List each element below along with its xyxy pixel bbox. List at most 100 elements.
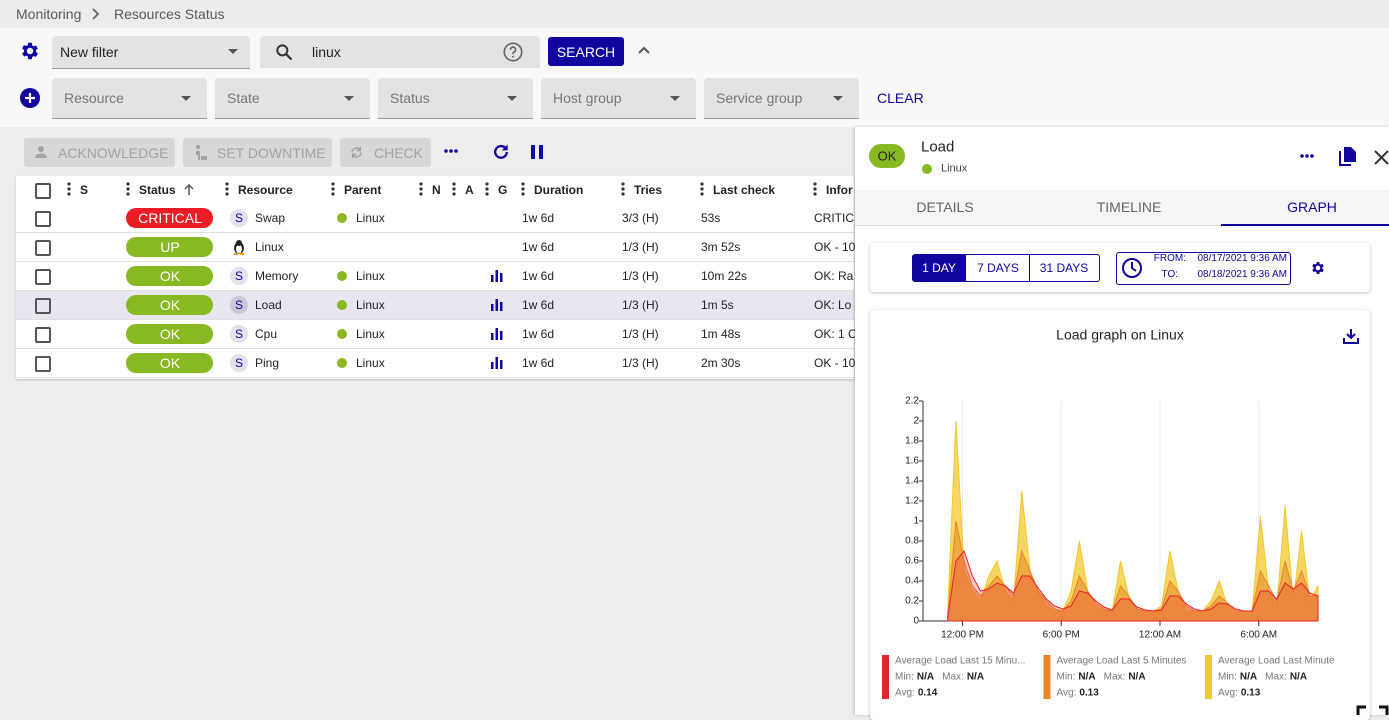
refresh-icon[interactable]: [491, 142, 511, 162]
parent-status-dot: [337, 358, 347, 368]
parent-name[interactable]: Linux: [356, 298, 385, 312]
resource-name[interactable]: Memory: [255, 269, 299, 283]
graph-icon[interactable]: [491, 270, 503, 282]
checkbox[interactable]: [35, 211, 51, 227]
date-range-box[interactable]: [1116, 252, 1291, 285]
column-header[interactable]: Status: [139, 183, 176, 197]
checkbox[interactable]: [35, 240, 51, 256]
column-header[interactable]: Resource: [238, 183, 293, 197]
status-chip: [126, 208, 213, 228]
copy-icon[interactable]: [1338, 146, 1357, 167]
column-menu-icon[interactable]: [452, 182, 456, 196]
column-menu-icon[interactable]: [331, 182, 335, 196]
check-button[interactable]: CHECK: [340, 138, 431, 167]
dropdown-arrow: [181, 96, 191, 101]
filter-select-label: Service group: [716, 90, 803, 106]
checkbox[interactable]: [35, 356, 51, 372]
parent-name[interactable]: Linux: [356, 211, 385, 225]
resource-name[interactable]: Swap: [255, 211, 286, 225]
acknowledge-button[interactable]: ACKNOWLEDGE: [24, 138, 175, 167]
type-badge: [230, 209, 248, 227]
parent-status-dot: [337, 329, 347, 339]
parent-name[interactable]: Linux: [356, 356, 385, 370]
breadcrumb-link[interactable]: Monitoring: [16, 6, 82, 22]
last-check: 1m 48s: [701, 327, 741, 341]
more-icon[interactable]: [1299, 153, 1315, 159]
column-header[interactable]: N: [432, 183, 441, 197]
downtime-button[interactable]: SET DOWNTIME: [183, 138, 332, 167]
active-tab-indicator: [1221, 224, 1389, 226]
panel-parent[interactable]: Linux: [941, 162, 968, 175]
type-badge-label: S: [234, 327, 244, 341]
graph-icon[interactable]: [491, 299, 503, 311]
tab[interactable]: DETAILS: [916, 199, 974, 215]
checkbox[interactable]: [35, 298, 51, 314]
tab[interactable]: TIMELINE: [1096, 199, 1162, 215]
search-icon: [276, 44, 293, 61]
column-menu-icon[interactable]: [225, 182, 229, 196]
column-menu-icon[interactable]: [67, 182, 71, 196]
graph-settings-icon[interactable]: [1310, 260, 1326, 276]
tab-active[interactable]: GRAPH: [1287, 199, 1337, 215]
checkbox[interactable]: [35, 327, 51, 343]
resource-name[interactable]: Load: [255, 298, 282, 312]
column-header[interactable]: Infor: [826, 183, 853, 197]
column-menu-icon[interactable]: [521, 182, 525, 196]
from-date: 08/17/2021 9:36 AM: [1197, 253, 1287, 264]
graph-icon[interactable]: [491, 328, 503, 340]
resource-name[interactable]: Cpu: [255, 327, 278, 341]
column-menu-icon[interactable]: [700, 182, 704, 196]
column-menu-icon[interactable]: [419, 182, 423, 196]
more-icon[interactable]: [443, 148, 459, 154]
graph-card: [870, 310, 1370, 720]
resource-name[interactable]: Linux: [255, 240, 284, 254]
add-filter-icon[interactable]: [19, 87, 41, 109]
column-header[interactable]: Duration: [534, 183, 584, 197]
checkbox[interactable]: [35, 183, 51, 199]
parent-name[interactable]: Linux: [356, 269, 385, 283]
search-button[interactable]: [548, 37, 624, 66]
parent-name[interactable]: Linux: [356, 327, 385, 341]
column-menu-icon[interactable]: [126, 182, 130, 196]
filter-select[interactable]: [378, 78, 533, 119]
filter-select[interactable]: [215, 78, 370, 119]
saved-filter-select[interactable]: [52, 36, 250, 69]
status-chip-label: OK: [159, 355, 181, 371]
column-header[interactable]: G: [498, 183, 508, 197]
period-button-active[interactable]: [912, 254, 966, 282]
filter-select[interactable]: [704, 78, 859, 119]
information: OK: 1 C: [814, 327, 857, 341]
breadcrumb-bar: [0, 0, 1389, 28]
column-header[interactable]: A: [465, 183, 474, 197]
close-icon[interactable]: [1374, 150, 1389, 165]
dropdown-arrow: [833, 96, 843, 101]
collapse-icon[interactable]: [637, 45, 651, 55]
column-header[interactable]: S: [80, 183, 89, 197]
tries: 1/3 (H): [622, 269, 659, 283]
filter-select[interactable]: [52, 78, 207, 119]
status-chip-label: CRITICAL: [138, 210, 202, 226]
filter-select[interactable]: [541, 78, 696, 119]
column-header[interactable]: Parent: [344, 183, 382, 197]
tries: 1/3 (H): [622, 240, 659, 254]
column-header[interactable]: Last check: [713, 183, 776, 197]
divider: [1029, 255, 1030, 281]
help-icon[interactable]: [502, 41, 524, 63]
download-icon[interactable]: [1343, 328, 1359, 344]
pause-icon[interactable]: [530, 144, 544, 160]
search-box[interactable]: [260, 36, 540, 68]
column-menu-icon[interactable]: [813, 182, 817, 196]
duration: 1w 6d: [522, 356, 555, 370]
column-menu-icon[interactable]: [485, 182, 489, 196]
resource-name[interactable]: Ping: [255, 356, 280, 370]
settings-icon[interactable]: [19, 40, 41, 62]
clear-button[interactable]: CLEAR: [877, 90, 924, 106]
checkbox[interactable]: [35, 269, 51, 285]
fullscreen-icon[interactable]: [1356, 704, 1389, 715]
column-header[interactable]: Tries: [634, 183, 663, 197]
breadcrumb-current: Resources Status: [114, 6, 225, 22]
period-label[interactable]: 7 DAYS: [977, 261, 1019, 275]
graph-icon[interactable]: [491, 357, 503, 369]
period-label[interactable]: 31 DAYS: [1039, 261, 1089, 275]
column-menu-icon[interactable]: [621, 182, 625, 196]
